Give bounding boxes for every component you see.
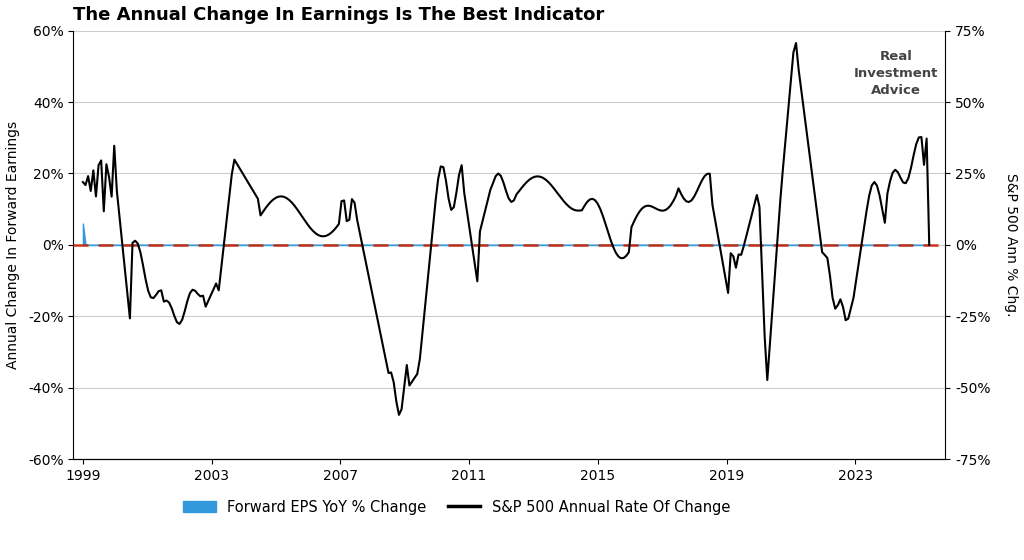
Text: The Annual Change In Earnings Is The Best Indicator: The Annual Change In Earnings Is The Bes… — [74, 6, 604, 24]
Text: Real
Investment
Advice: Real Investment Advice — [854, 50, 938, 97]
Y-axis label: Annual Change In Forward Earnings: Annual Change In Forward Earnings — [5, 121, 19, 369]
Legend: Forward EPS YoY % Change, S&P 500 Annual Rate Of Change: Forward EPS YoY % Change, S&P 500 Annual… — [177, 494, 736, 520]
Y-axis label: S&P 500 Ann % Chg.: S&P 500 Ann % Chg. — [1005, 173, 1019, 316]
